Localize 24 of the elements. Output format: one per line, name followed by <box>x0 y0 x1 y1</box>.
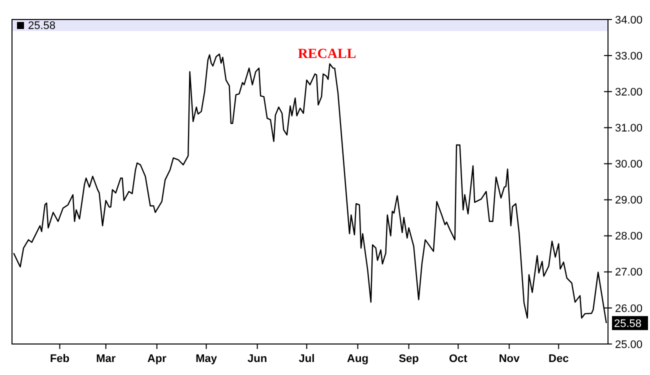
x-tick-label: Sep <box>398 353 420 365</box>
x-tick-label: May <box>196 353 218 365</box>
y-tick-label: 30.00 <box>615 158 643 171</box>
x-tick-label: Nov <box>498 353 520 365</box>
x-tick-label: Dec <box>548 353 569 365</box>
text: 25.58 <box>614 318 642 330</box>
y-tick-label: 33.00 <box>615 50 643 62</box>
y-tick-label: 29.00 <box>615 194 643 207</box>
x-tick-label: Apr <box>147 353 168 365</box>
y-tick-label: 32.00 <box>615 86 643 98</box>
x-tick-label: Feb <box>50 353 70 365</box>
x-tick-label: Jun <box>248 353 268 365</box>
x-tick-label: Jul <box>298 353 315 365</box>
annotation: 25.58 <box>28 20 56 32</box>
x-tick-label: Aug <box>347 353 368 365</box>
y-tick-label: 25.00 <box>615 338 643 351</box>
annotation: RECALL <box>298 47 356 62</box>
y-tick-label: 26.00 <box>615 302 643 315</box>
y-tick-label: 28.00 <box>615 230 643 243</box>
y-tick-label: 34.00 <box>615 14 643 26</box>
y-tick-label: 27.00 <box>615 266 643 279</box>
x-tick-label: Oct <box>449 353 468 365</box>
x-tick-label: Mar <box>96 353 116 365</box>
y-tick-label: 31.00 <box>615 122 643 135</box>
